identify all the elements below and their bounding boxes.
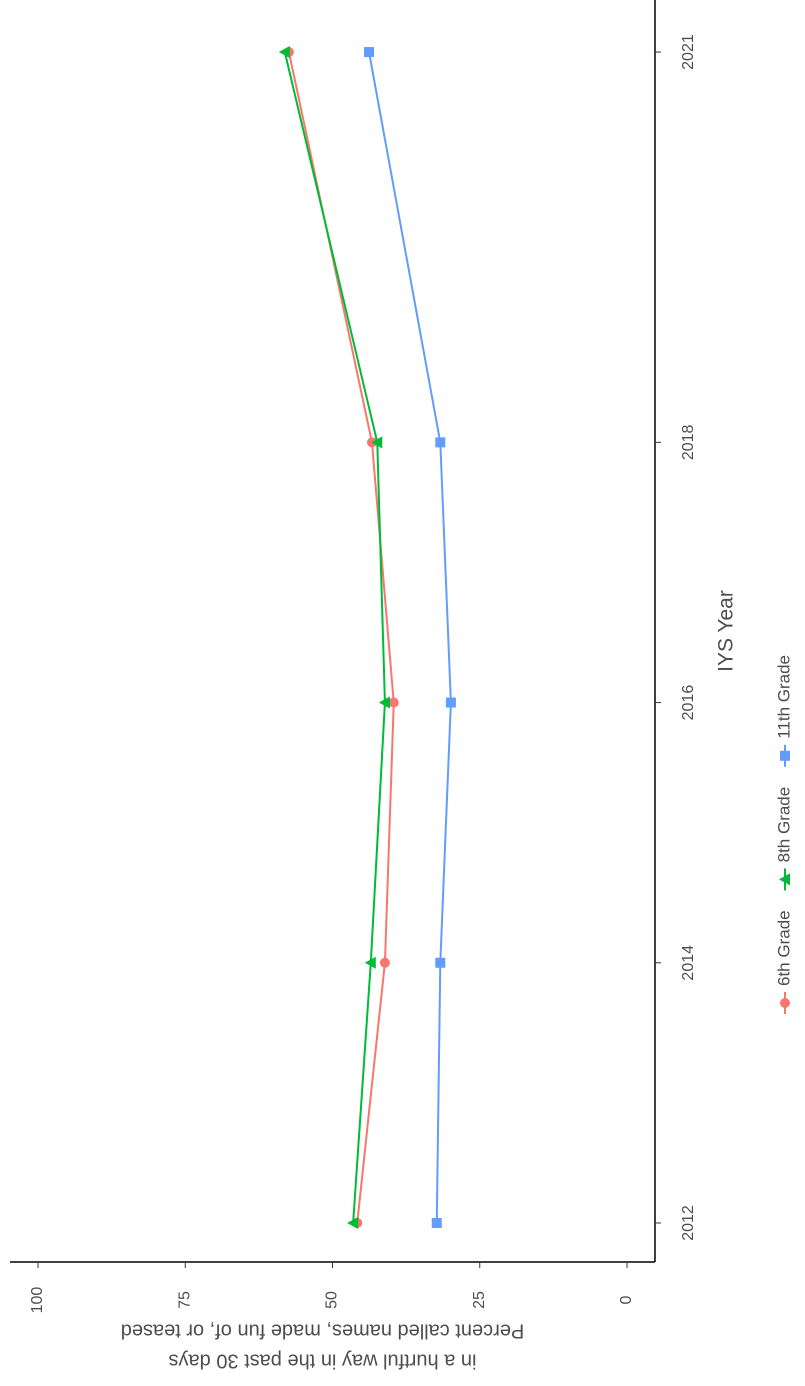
point [445,697,456,708]
legend-label: 11th Grade [774,655,793,739]
point [435,437,446,448]
x-tick-label: 2012 [680,1205,697,1241]
x-tick-label: 2014 [680,945,697,981]
legend-label: 8th Grade [774,787,793,863]
legend-marker [780,998,790,1008]
point [364,956,376,969]
point [278,46,290,59]
point [371,436,383,449]
x-tick-label: 2018 [680,424,697,460]
y-tick-label: 100 [29,1287,46,1314]
series-line [287,51,395,1224]
legend-label: 6th Grade [774,910,793,986]
series-line [368,51,452,1223]
point [347,1216,359,1229]
y-tick-label: 0 [618,1295,635,1304]
legend-marker [780,750,790,761]
y-axis-title: in a hurtful way in the past 30 days [169,1350,477,1372]
x-axis-title: IYS Year [715,590,738,672]
x-tick-label: 2016 [680,685,697,721]
y-axis-title: Percent called names, made fun of, or te… [121,1320,525,1342]
rotated-chart: 2012 2014 2016 2018 2021 0 25 50 75 100 IYS Year Pe… [10,0,793,1372]
legend-marker [779,873,790,886]
point [431,1217,442,1228]
y-tick-label: 25 [471,1291,488,1309]
y-tick-label: 75 [176,1291,193,1309]
point [388,697,399,708]
point [435,957,446,968]
x-tick-label: 2021 [680,34,697,70]
point [379,957,390,968]
y-tick-label: 50 [324,1291,341,1309]
point [364,47,375,58]
point [378,696,390,709]
series-line [283,51,386,1224]
